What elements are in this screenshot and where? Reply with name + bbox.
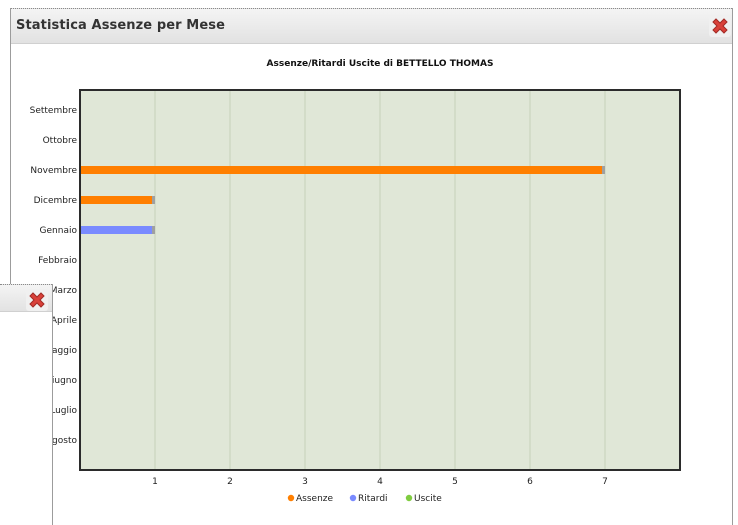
y-tick-label: Febbraio: [38, 256, 77, 266]
x-tick-label: 6: [527, 477, 533, 487]
y-tick-label: Dicembre: [34, 196, 78, 206]
background-dialog: [0, 284, 53, 525]
legend-label: Assenze: [296, 494, 334, 504]
legend-marker: [405, 494, 413, 502]
bar-end-cap: [152, 226, 155, 234]
y-tick-label: Gennaio: [40, 226, 78, 236]
x-tick-label: 2: [227, 477, 233, 487]
grid-lines: [154, 91, 606, 469]
bar-assenze: [81, 196, 155, 204]
y-tick-label: Giugno: [45, 376, 78, 386]
y-tick-label: Luglio: [50, 406, 77, 416]
bar-ritardi: [81, 226, 155, 234]
y-tick-label: Aprile: [51, 316, 78, 326]
x-tick-label: 3: [302, 477, 308, 487]
legend-marker: [287, 494, 295, 502]
y-tick-label: Maggio: [44, 346, 77, 356]
y-tick-label: Settembre: [30, 106, 78, 116]
close-icon[interactable]: [25, 288, 49, 312]
bar-end-cap: [602, 166, 605, 174]
legend-label: Uscite: [414, 494, 442, 504]
x-tick-label: 7: [602, 477, 608, 487]
bars: [81, 166, 605, 234]
y-tick-label: Novembre: [30, 166, 77, 176]
x-tick-label: 4: [377, 477, 383, 487]
y-tick-label: Agosto: [46, 436, 78, 446]
bar-end-cap: [152, 196, 155, 204]
legend-label: Ritardi: [358, 494, 388, 504]
chart-title: Assenze/Ritardi Uscite di BETTELLO THOMA…: [267, 59, 494, 69]
chart-legend: Assenze Ritardi Uscite: [287, 494, 442, 504]
y-tick-label: Marzo: [50, 286, 78, 296]
close-icon[interactable]: [708, 14, 732, 38]
dialog-title: Statistica Assenze per Mese: [16, 18, 226, 33]
background-dialog-titlebar[interactable]: [0, 284, 52, 312]
y-axis-labels: Settembre Ottobre Novembre Dicembre Gennaio F…: [30, 106, 78, 446]
dialog-titlebar[interactable]: Statistica Assenze per Mese: [11, 8, 732, 44]
x-tick-label: 1: [152, 477, 158, 487]
x-tick-label: 5: [452, 477, 458, 487]
y-tick-label: Ottobre: [43, 136, 78, 146]
x-axis-labels: 1 2 3 4 5 6 7: [152, 477, 608, 487]
legend-marker: [349, 494, 357, 502]
bar-assenze: [81, 166, 605, 174]
